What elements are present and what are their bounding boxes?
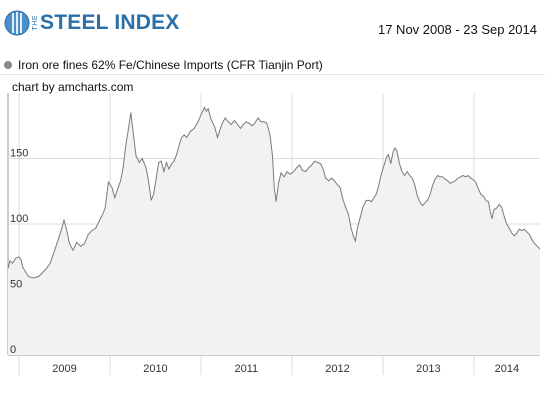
legend[interactable]: Iron ore fines 62% Fe/Chinese Imports (C… <box>4 58 323 72</box>
x-tick-label: 2013 <box>416 363 440 375</box>
series-fill <box>8 107 540 356</box>
y-tick-label: 50 <box>10 279 22 291</box>
y-tick-label: 150 <box>10 148 28 160</box>
y-tick-label: 0 <box>10 344 16 356</box>
chart-header: THE STEEL INDEX 17 Nov 2008 - 23 Sep 201… <box>0 0 545 56</box>
x-tick-label: 2009 <box>52 363 76 375</box>
legend-label: Iron ore fines 62% Fe/Chinese Imports (C… <box>18 58 323 72</box>
x-tick-label: 2010 <box>143 363 167 375</box>
steel-index-logo[interactable]: THE STEEL INDEX <box>4 10 180 36</box>
date-range: 17 Nov 2008 - 23 Sep 2014 <box>377 22 537 37</box>
x-tick-label: 2011 <box>235 363 259 375</box>
x-axis: 2009 2010 2011 2012 2013 2014 <box>52 363 519 375</box>
logo-text: STEEL INDEX <box>40 11 180 34</box>
legend-marker <box>4 61 12 69</box>
y-axis: 0 50 100 150 <box>10 148 28 357</box>
y-tick-label: 100 <box>10 213 28 225</box>
amcharts-credit-link[interactable]: chart by amcharts.com <box>12 80 134 94</box>
series-line <box>7 106 541 279</box>
globe-icon <box>4 10 30 36</box>
x-tick-label: 2014 <box>495 363 519 375</box>
x-tick-label: 2012 <box>325 363 349 375</box>
series-area <box>7 106 541 356</box>
divider <box>0 74 545 75</box>
